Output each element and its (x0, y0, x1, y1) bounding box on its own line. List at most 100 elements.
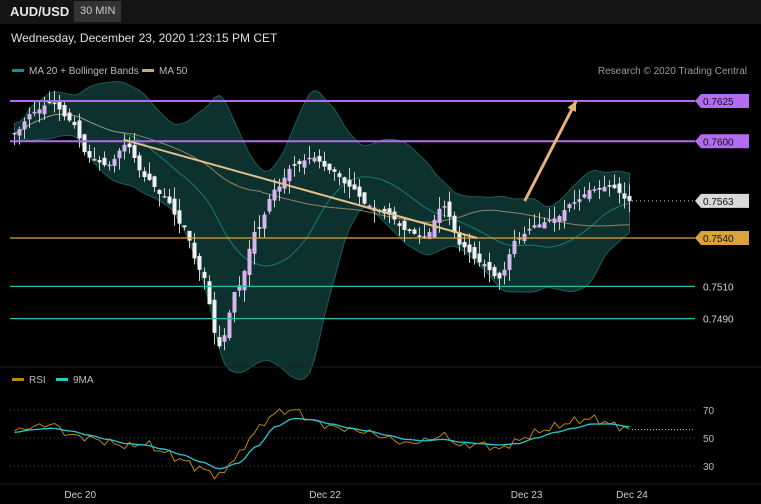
rsi-series-rsi (14, 408, 630, 480)
candle (357, 179, 362, 206)
level-label: 0.7600 (703, 137, 734, 148)
candle-body-down (257, 227, 262, 229)
legend-ma50-swatch (142, 68, 154, 72)
candle-body-down (202, 271, 207, 279)
candle (592, 186, 597, 193)
candle-body-down (337, 173, 342, 178)
candle (347, 168, 352, 199)
candle (37, 100, 42, 123)
candle-body-up (17, 129, 22, 136)
candle (607, 180, 612, 197)
rsi-tick-label: 50 (703, 434, 715, 445)
candle (62, 100, 67, 121)
candle-body-down (192, 242, 197, 259)
candle (492, 264, 497, 279)
candle (362, 192, 367, 206)
candle-body-down (617, 183, 622, 194)
candle (557, 214, 562, 230)
x-tick-label: Dec 23 (511, 490, 543, 501)
candle-body-down (172, 198, 177, 215)
candle-body-up (162, 196, 167, 198)
candle-body-up (32, 111, 37, 114)
rsi-series-9ma (14, 417, 630, 470)
ma50-path (14, 113, 630, 227)
candle-body-up (542, 222, 547, 229)
legend-rsi-label: RSI (29, 375, 46, 386)
candle (187, 230, 192, 249)
candle-body-down (417, 235, 422, 237)
candle-body-down (322, 160, 327, 167)
candle-body-up (532, 225, 537, 228)
timeframe-button[interactable]: 30 MIN (74, 1, 122, 22)
level-label: 0.7490 (703, 315, 734, 326)
candle (552, 206, 557, 232)
candle (522, 226, 527, 244)
level-resistance: 0.7600 (10, 134, 749, 149)
candle-body-up (587, 190, 592, 200)
candle-body-up (557, 216, 562, 223)
candle-body-up (22, 121, 27, 130)
rsi-tick-label: 30 (703, 462, 715, 473)
candle-body-up (312, 157, 317, 162)
level-label: 0.7540 (703, 234, 734, 245)
candle (152, 175, 157, 193)
candle-body-up (277, 186, 282, 192)
credit-text: Research © 2020 Trading Central (597, 66, 747, 77)
candle (252, 220, 257, 265)
candle (32, 101, 37, 117)
candle-body-down (292, 164, 297, 166)
candle (587, 182, 592, 202)
candle-body-up (437, 208, 442, 223)
candle-body-down (167, 196, 172, 204)
level-tag (695, 193, 749, 208)
candle (267, 194, 272, 215)
candle (157, 189, 162, 207)
candle-body-up (427, 232, 432, 240)
candle (417, 227, 422, 244)
candle-body-up (552, 218, 557, 224)
legend-rsi-swatch (12, 377, 24, 381)
candle (127, 137, 132, 154)
candle (137, 152, 142, 178)
candle-body-up (237, 285, 242, 291)
candle (262, 211, 267, 238)
legend-rsi: RSI (12, 375, 46, 386)
candle-body-down (142, 171, 147, 177)
x-tick-label: Dec 24 (616, 490, 648, 501)
candle (167, 189, 172, 205)
candle (102, 151, 107, 167)
candle (612, 174, 617, 190)
candle-body-down (627, 195, 632, 202)
level-tag (695, 231, 749, 246)
candle (547, 208, 552, 223)
x-tick-label: Dec 20 (64, 490, 96, 501)
candle (502, 261, 507, 285)
candle-body-down (477, 253, 482, 263)
candle (342, 176, 347, 194)
candle (312, 151, 317, 164)
candle (82, 133, 87, 156)
candle-body-down (82, 134, 87, 153)
candle (602, 175, 607, 192)
candle-body-down (197, 255, 202, 270)
candle (112, 154, 117, 173)
candle-body-down (97, 160, 102, 163)
candle (142, 167, 147, 182)
candle-body-down (207, 281, 212, 305)
chart-datetime: Wednesday, December 23, 2020 1:23:15 PM … (11, 31, 278, 45)
candle-body-up (502, 269, 507, 276)
candle-body-down (297, 161, 302, 165)
legend-ma50-label: MA 50 (159, 66, 188, 77)
candle-body-up (267, 198, 272, 212)
candle (532, 214, 537, 229)
candle-body-up (482, 263, 487, 267)
candle (207, 275, 212, 305)
candle-body-down (357, 186, 362, 197)
candle-body-down (487, 261, 492, 271)
candle-body-up (302, 160, 307, 168)
candle-body-down (77, 120, 82, 139)
candle-body-down (447, 201, 452, 217)
candle-body-up (262, 214, 267, 229)
candle-body-up (227, 312, 232, 338)
